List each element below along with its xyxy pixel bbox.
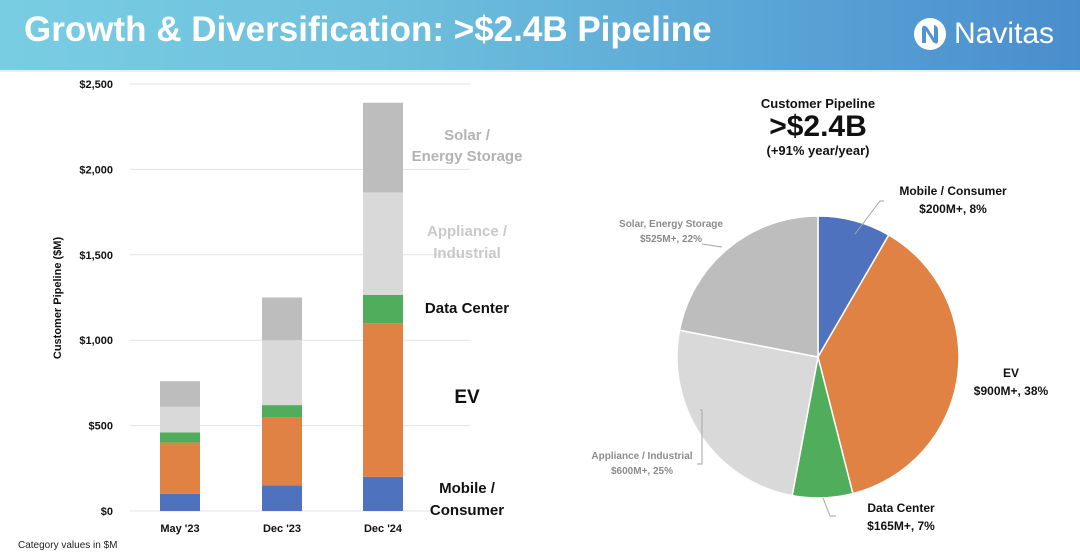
- pie-slice: [676, 329, 819, 497]
- pie-slice: [817, 215, 890, 360]
- pie-labels: Mobile / Consumer $200M+, 8% EV $900M+, 38%…: [591, 184, 1048, 533]
- pie-slices: [676, 215, 960, 499]
- series-label: EV: [454, 387, 480, 408]
- bar-stack: [363, 102, 403, 511]
- y-axis-label: Customer Pipeline ($M): [52, 237, 64, 360]
- leader-line: [697, 409, 703, 465]
- bar-segment: [262, 297, 302, 341]
- pie-label-name: Solar, Energy Storage: [619, 219, 723, 230]
- pie-title-block: Customer Pipeline >$2.4B (+91% year/year…: [718, 96, 918, 158]
- bar-segment: [363, 323, 403, 477]
- leader-line: [701, 243, 723, 248]
- series-label: Mobile /: [439, 480, 496, 497]
- x-tick-labels: May '23 Dec '23 Dec '24: [160, 523, 403, 535]
- y-tick-label: $1,500: [79, 250, 113, 262]
- x-tick-label: Dec '23: [263, 523, 301, 535]
- bar-segment: [363, 476, 403, 511]
- bar-segment: [363, 192, 403, 295]
- brand-name: Navitas: [954, 17, 1055, 50]
- series-label: Industrial: [433, 245, 501, 262]
- bar-stack: [160, 381, 200, 511]
- leader-line: [822, 497, 836, 517]
- leader-line: [854, 200, 884, 235]
- pie-slice: [678, 215, 819, 358]
- bar-segment: [363, 294, 403, 324]
- series-label: Solar /: [444, 127, 491, 144]
- footnote: Category values in $M: [18, 540, 118, 551]
- bar-segment: [262, 405, 302, 418]
- y-tick-label: $0: [101, 506, 113, 518]
- y-tick-label: $2,000: [79, 164, 113, 176]
- bar-stacks: [160, 102, 403, 511]
- bar-segment: [262, 417, 302, 486]
- y-tick-label: $500: [89, 421, 113, 433]
- navitas-n-logo-icon: [914, 18, 946, 50]
- series-labels: Mobile / Consumer EV Data Center Appliance /…: [412, 127, 523, 519]
- pie-label-name: EV: [1003, 366, 1019, 380]
- pie-label-value: $165M+, 7%: [867, 519, 935, 533]
- series-label: Appliance /: [427, 223, 508, 240]
- bar-segment: [160, 442, 200, 494]
- x-tick-label: May '23: [160, 523, 199, 535]
- pie-label-value: $900M+, 38%: [974, 384, 1049, 398]
- header-divider: [0, 70, 1080, 72]
- brand-logo: Navitas: [912, 16, 1054, 52]
- series-label: Data Center: [425, 300, 509, 317]
- pie-label-name: Mobile / Consumer: [899, 184, 1007, 198]
- pie-label-name: Data Center: [867, 501, 935, 515]
- bar-stack: [262, 297, 302, 511]
- pie-slice: [791, 356, 854, 499]
- bar-segment: [160, 381, 200, 407]
- bar-segment: [262, 485, 302, 511]
- y-tick-label: $2,500: [79, 79, 113, 91]
- pie-slice: [817, 234, 960, 495]
- bar-segment: [160, 406, 200, 433]
- pie-leader-lines: [697, 200, 884, 517]
- pie-label-value: $200M+, 8%: [919, 202, 987, 216]
- slide-header: [0, 0, 1080, 70]
- series-label: Energy Storage: [412, 148, 523, 165]
- x-tick-label: Dec '24: [364, 523, 403, 535]
- bar-segment: [160, 493, 200, 511]
- bar-segment: [363, 102, 403, 193]
- pie-subtitle: (+91% year/year): [766, 143, 870, 158]
- y-tick-label: $1,000: [79, 335, 113, 347]
- y-tick-labels: $0 $500 $1,000 $1,500 $2,000 $2,500: [79, 79, 113, 518]
- slide-title: Growth & Diversification: >$2.4B Pipelin…: [24, 10, 712, 49]
- pie-label-value: $525M+, 22%: [640, 234, 702, 245]
- bar-segment: [160, 432, 200, 443]
- pie-headline: >$2.4B: [769, 110, 867, 143]
- pie-label-name: Appliance / Industrial: [591, 451, 692, 462]
- bar-segment: [262, 340, 302, 406]
- pie-title: Customer Pipeline: [760, 96, 876, 111]
- series-label: Consumer: [430, 502, 504, 519]
- pie-label-value: $600M+, 25%: [611, 466, 673, 477]
- stacked-bar-chart: Customer Pipeline ($M) $0 $500 $1,000 $1,50…: [52, 79, 523, 535]
